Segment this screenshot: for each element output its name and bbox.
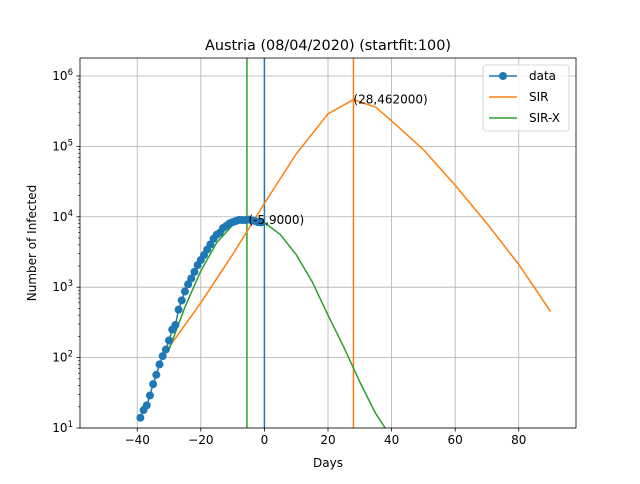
x-tick-label: −40 xyxy=(125,433,150,447)
y-axis-label: Number of Infected xyxy=(25,185,39,301)
annotation-label: (-5,9000) xyxy=(249,213,305,227)
x-tick-label: 0 xyxy=(261,433,269,447)
legend-label-SIR-X: SIR-X xyxy=(529,111,560,125)
data-point xyxy=(165,336,174,345)
x-tick-label: 60 xyxy=(448,433,463,447)
legend-box xyxy=(482,64,570,132)
x-tick-label: 80 xyxy=(511,433,526,447)
data-point xyxy=(180,287,189,296)
y-tick-label: 101 xyxy=(52,420,73,435)
x-tick-label: 20 xyxy=(320,433,335,447)
y-tick-label: 105 xyxy=(52,138,73,153)
data-point xyxy=(161,345,170,354)
y-tick-label: 104 xyxy=(52,209,73,224)
chart-title: Austria (08/04/2020) (startfit:100) xyxy=(205,38,451,54)
legend-label-data: data xyxy=(529,69,556,83)
data-point xyxy=(145,391,154,400)
series-line-SIR xyxy=(168,98,552,348)
data-point xyxy=(190,267,199,276)
y-tick-label: 106 xyxy=(52,68,73,83)
plot-area xyxy=(136,58,552,428)
data-point xyxy=(155,360,164,369)
data-point xyxy=(149,380,158,389)
data-point xyxy=(177,296,186,305)
y-tick-label: 103 xyxy=(52,279,73,294)
series-line-SIR-X xyxy=(168,219,386,428)
data-point xyxy=(257,218,266,227)
x-axis-label: Days xyxy=(313,456,343,470)
data-point xyxy=(142,401,151,410)
legend-marker-data xyxy=(499,72,507,80)
annotation-label: (28,462000) xyxy=(353,93,427,107)
x-tick-label: 40 xyxy=(384,433,399,447)
y-tick-label: 102 xyxy=(52,350,73,365)
legend-label-SIR: SIR xyxy=(529,90,549,104)
data-point xyxy=(171,321,180,330)
data-point xyxy=(174,305,183,314)
data-point xyxy=(187,274,196,283)
data-point xyxy=(152,370,161,379)
legend: data SIR SIR-X xyxy=(482,64,570,132)
data-point xyxy=(136,413,145,422)
data-point xyxy=(158,352,167,361)
x-tick-label: −20 xyxy=(188,433,213,447)
